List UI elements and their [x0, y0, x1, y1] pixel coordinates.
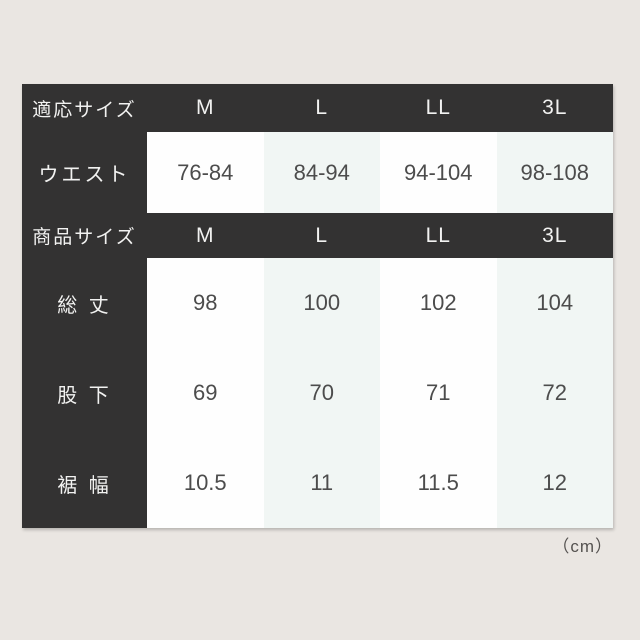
row-label-waist: ウエスト — [22, 132, 147, 213]
cell-inseam-3l: 72 — [496, 348, 613, 438]
header-applicable-size: 適応サイズ — [22, 84, 147, 132]
cell-inseam-l: 70 — [263, 348, 380, 438]
cell-hem-width-3l: 12 — [496, 438, 613, 528]
row-label-inseam: 股 下 — [22, 348, 147, 438]
row-label-total-length: 総 丈 — [22, 258, 147, 348]
cell-waist-l: 84-94 — [263, 132, 380, 213]
col-header-product-l: L — [263, 213, 380, 258]
cell-waist-3l: 98-108 — [496, 132, 613, 213]
cell-hem-width-m: 10.5 — [147, 438, 264, 528]
size-table: 適応サイズ M L LL 3L ウエスト 76-84 84-94 94-104 … — [22, 84, 613, 528]
cell-total-length-ll: 102 — [380, 258, 497, 348]
cell-hem-width-ll: 11.5 — [380, 438, 497, 528]
col-header-product-3l: 3L — [496, 213, 613, 258]
col-header-product-m: M — [147, 213, 264, 258]
col-header-applicable-3l: 3L — [496, 84, 613, 132]
cell-inseam-m: 69 — [147, 348, 264, 438]
unit-note: （cm） — [552, 537, 613, 556]
col-header-product-ll: LL — [380, 213, 497, 258]
header-product-size: 商品サイズ — [22, 213, 147, 258]
col-header-applicable-m: M — [147, 84, 264, 132]
cell-total-length-l: 100 — [263, 258, 380, 348]
cell-hem-width-l: 11 — [263, 438, 380, 528]
cell-total-length-m: 98 — [147, 258, 264, 348]
col-header-applicable-l: L — [263, 84, 380, 132]
cell-total-length-3l: 104 — [496, 258, 613, 348]
col-header-applicable-ll: LL — [380, 84, 497, 132]
cell-inseam-ll: 71 — [380, 348, 497, 438]
row-label-hem-width: 裾 幅 — [22, 438, 147, 528]
cell-waist-m: 76-84 — [147, 132, 264, 213]
cell-waist-ll: 94-104 — [380, 132, 497, 213]
